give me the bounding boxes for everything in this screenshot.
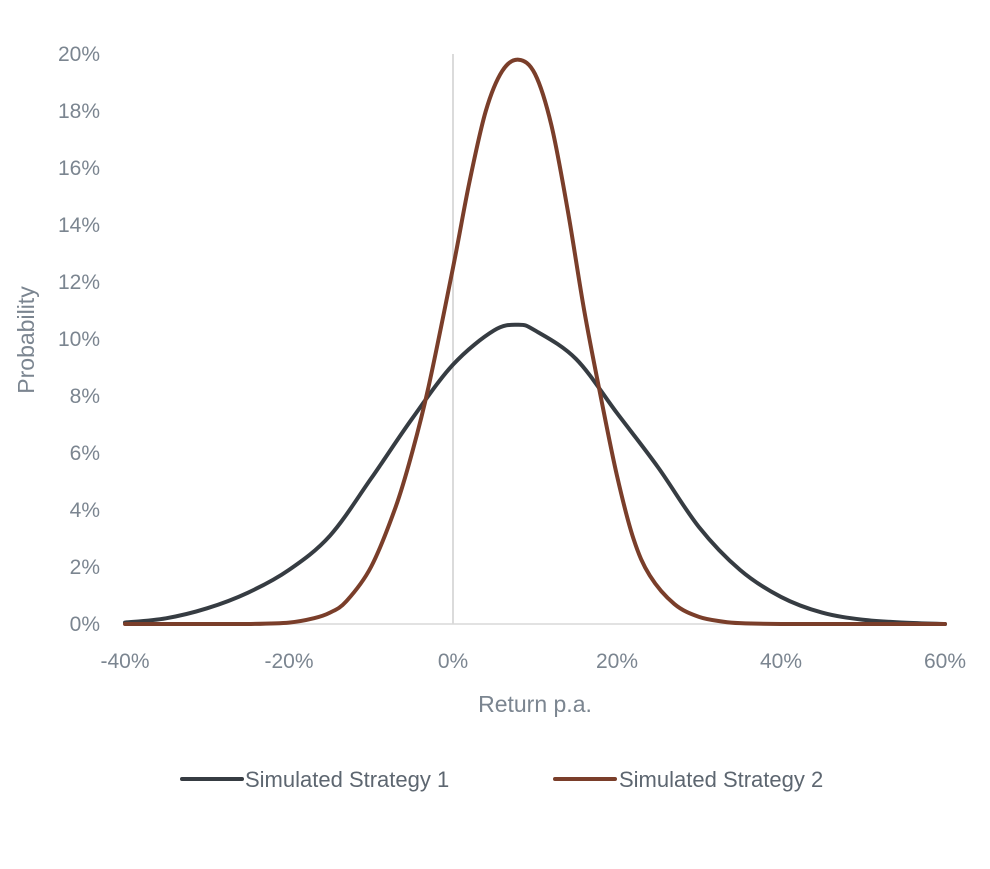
y-tick-label: 14% xyxy=(58,214,100,237)
y-axis-title: Probability xyxy=(13,286,39,394)
y-tick-label: 0% xyxy=(70,613,100,636)
series-layer xyxy=(123,57,947,627)
y-tick-label: 16% xyxy=(58,157,100,180)
x-tick-label: 20% xyxy=(596,650,638,673)
y-tick-label: 12% xyxy=(58,271,100,294)
x-tick-label: -40% xyxy=(100,650,149,673)
y-tick-label: 20% xyxy=(58,43,100,66)
x-axis-ticks: -40% -20% 0% 20% 40% 60% xyxy=(100,650,966,673)
x-tick-label: 0% xyxy=(438,650,468,673)
y-tick-label: 2% xyxy=(70,556,100,579)
y-tick-label: 18% xyxy=(58,100,100,123)
series-line-2 xyxy=(123,57,947,627)
y-tick-label: 4% xyxy=(70,499,100,522)
x-tick-label: -20% xyxy=(264,650,313,673)
series-line-1 xyxy=(123,322,947,626)
y-tick-label: 10% xyxy=(58,328,100,351)
y-tick-label: 6% xyxy=(70,442,100,465)
legend: Simulated Strategy 1 Simulated Strategy 2 xyxy=(180,767,823,792)
y-axis-ticks: 0% 2% 4% 6% 8% 10% 12% 14% 16% 18% 20% xyxy=(58,43,100,636)
legend-label-2: Simulated Strategy 2 xyxy=(619,767,823,792)
y-tick-label: 8% xyxy=(70,385,100,408)
x-tick-label: 60% xyxy=(924,650,966,673)
x-tick-label: 40% xyxy=(760,650,802,673)
x-axis-title: Return p.a. xyxy=(478,691,592,717)
legend-label-1: Simulated Strategy 1 xyxy=(245,767,449,792)
